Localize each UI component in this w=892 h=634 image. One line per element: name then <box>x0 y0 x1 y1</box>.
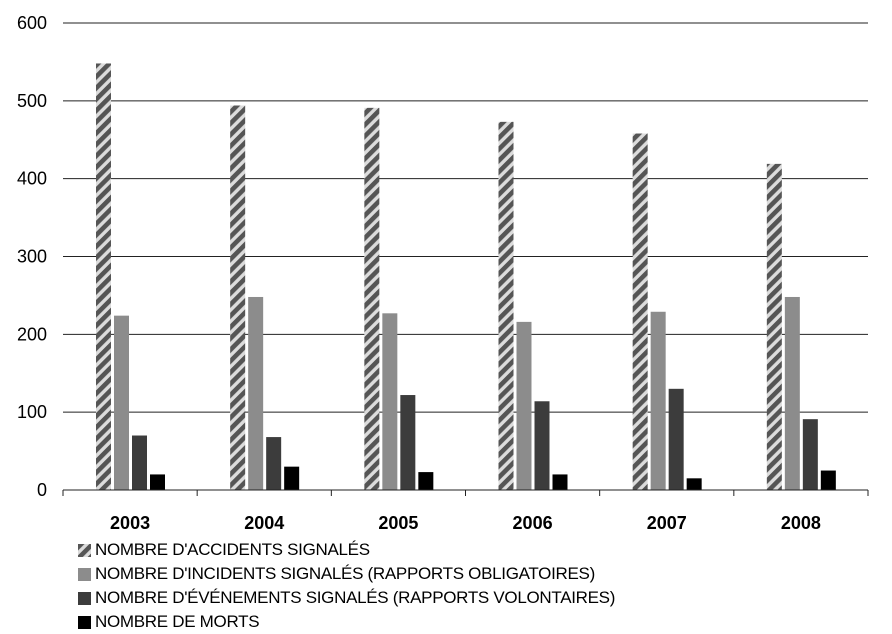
bar-series-2 <box>266 437 282 490</box>
bar-series-1 <box>784 296 800 490</box>
x-tick-label: 2008 <box>781 513 821 533</box>
x-axis: 2003 2004 2005 2006 2007 2008 <box>62 489 869 533</box>
y-tick-label: 500 <box>17 91 47 111</box>
bar-series-2 <box>668 388 684 490</box>
x-tick-label: 2004 <box>244 513 284 533</box>
bar-series-1 <box>516 321 532 490</box>
bar-series-2 <box>802 419 818 490</box>
bar-series-0 <box>632 133 648 491</box>
bar-series-0 <box>96 63 111 491</box>
bar-series-3 <box>686 478 702 490</box>
bar-series-1 <box>382 313 398 490</box>
bar-series-1 <box>248 296 264 490</box>
legend-swatch-incidents <box>78 567 91 581</box>
y-tick-label: 300 <box>17 247 47 267</box>
gridlines <box>63 22 868 413</box>
bar-series-3 <box>552 474 568 490</box>
bar-series-3 <box>284 466 300 490</box>
x-tick-label: 2003 <box>110 513 150 533</box>
bar-series-2 <box>132 435 147 490</box>
y-tick-label: 0 <box>37 480 47 500</box>
legend-swatch-morts <box>78 615 91 629</box>
bar-series-1 <box>114 315 129 490</box>
legend-item-evenements: NOMBRE D'ÉVÉNEMENTS SIGNALÉS (RAPPORTS V… <box>78 586 615 610</box>
legend-item-incidents: NOMBRE D'INCIDENTS SIGNALÉS (RAPPORTS OB… <box>78 562 615 586</box>
legend-label-morts: NOMBRE DE MORTS <box>95 612 260 631</box>
legend-item-accidents: NOMBRE D'ACCIDENTS SIGNALÉS <box>78 538 615 562</box>
legend-label-incidents: NOMBRE D'INCIDENTS SIGNALÉS (RAPPORTS OB… <box>95 564 595 583</box>
legend-swatch-accidents <box>78 543 91 557</box>
bar-series-3 <box>820 470 836 490</box>
bar-chart: 0 100 200 300 400 500 600 2003 2004 2005 2006 2007… <box>17 13 869 533</box>
bar-series-3 <box>418 472 434 490</box>
bar-series-0 <box>364 107 380 491</box>
legend-swatch-evenements <box>78 591 91 605</box>
legend: NOMBRE D'ACCIDENTS SIGNALÉS NOMBRE D'INC… <box>78 538 615 634</box>
bar-series-3 <box>150 474 165 490</box>
x-tick-label: 2007 <box>647 513 687 533</box>
bar-series-0 <box>766 163 782 490</box>
legend-label-accidents: NOMBRE D'ACCIDENTS SIGNALÉS <box>95 540 370 559</box>
x-tick-label: 2006 <box>513 513 553 533</box>
y-tick-label: 600 <box>17 13 47 33</box>
bars <box>96 63 836 491</box>
legend-item-morts: NOMBRE DE MORTS <box>78 610 615 634</box>
y-axis-ticks: 0 100 200 300 400 500 600 <box>17 13 47 500</box>
bar-series-2 <box>534 401 550 490</box>
y-tick-label: 100 <box>17 402 47 422</box>
bar-series-0 <box>498 121 514 491</box>
y-tick-label: 200 <box>17 324 47 344</box>
bar-series-0 <box>230 105 246 491</box>
bar-series-2 <box>400 395 416 490</box>
legend-label-evenements: NOMBRE D'ÉVÉNEMENTS SIGNALÉS (RAPPORTS V… <box>95 588 616 607</box>
x-tick-label: 2005 <box>378 513 418 533</box>
bar-series-1 <box>650 311 666 490</box>
y-tick-label: 400 <box>17 169 47 189</box>
